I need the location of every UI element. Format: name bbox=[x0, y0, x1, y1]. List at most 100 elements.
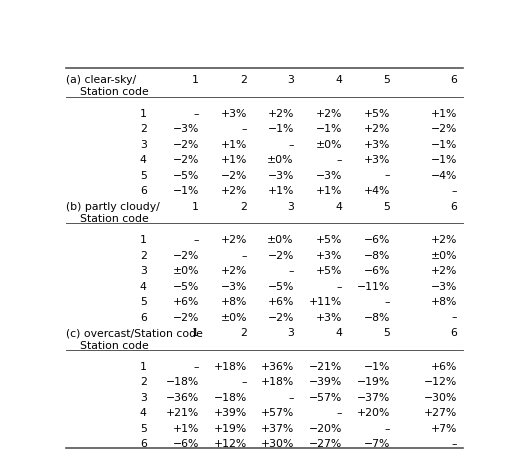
Text: +1%: +1% bbox=[315, 186, 342, 196]
Text: 1: 1 bbox=[140, 109, 147, 119]
Text: +20%: +20% bbox=[357, 408, 390, 418]
Text: −37%: −37% bbox=[357, 393, 390, 403]
Text: 1: 1 bbox=[192, 202, 199, 212]
Text: 1: 1 bbox=[140, 236, 147, 245]
Text: ±0%: ±0% bbox=[267, 236, 294, 245]
Text: +1%: +1% bbox=[267, 186, 294, 196]
Text: 2: 2 bbox=[240, 75, 247, 85]
Text: −20%: −20% bbox=[309, 424, 342, 434]
Text: –: – bbox=[452, 313, 457, 323]
Text: –: – bbox=[288, 393, 294, 403]
Text: –: – bbox=[452, 439, 457, 449]
Text: +2%: +2% bbox=[431, 236, 457, 245]
Text: −12%: −12% bbox=[424, 378, 457, 387]
Text: 4: 4 bbox=[140, 282, 147, 292]
Text: –: – bbox=[241, 251, 247, 261]
Text: 2: 2 bbox=[240, 202, 247, 212]
Text: +3%: +3% bbox=[315, 313, 342, 323]
Text: −2%: −2% bbox=[173, 155, 199, 165]
Text: +2%: +2% bbox=[267, 109, 294, 119]
Text: +12%: +12% bbox=[214, 439, 247, 449]
Text: +2%: +2% bbox=[363, 124, 390, 134]
Text: +3%: +3% bbox=[221, 109, 247, 119]
Text: –: – bbox=[241, 378, 247, 387]
Text: +3%: +3% bbox=[363, 140, 390, 150]
Text: 4: 4 bbox=[335, 75, 342, 85]
Text: +30%: +30% bbox=[261, 439, 294, 449]
Text: +36%: +36% bbox=[261, 362, 294, 372]
Text: –: – bbox=[288, 140, 294, 150]
Text: –: – bbox=[193, 109, 199, 119]
Text: 3: 3 bbox=[140, 140, 147, 150]
Text: +2%: +2% bbox=[221, 266, 247, 276]
Text: 2: 2 bbox=[140, 251, 147, 261]
Text: +8%: +8% bbox=[431, 297, 457, 307]
Text: 6: 6 bbox=[140, 186, 147, 196]
Text: +21%: +21% bbox=[165, 408, 199, 418]
Text: –: – bbox=[193, 236, 199, 245]
Text: 5: 5 bbox=[383, 328, 390, 338]
Text: (c) overcast/Station code: (c) overcast/Station code bbox=[66, 328, 203, 338]
Text: 3: 3 bbox=[287, 202, 294, 212]
Text: −2%: −2% bbox=[173, 313, 199, 323]
Text: +1%: +1% bbox=[221, 140, 247, 150]
Text: 3: 3 bbox=[287, 328, 294, 338]
Text: −5%: −5% bbox=[267, 282, 294, 292]
Text: 1: 1 bbox=[192, 328, 199, 338]
Text: +27%: +27% bbox=[424, 408, 457, 418]
Text: (b) partly cloudy/: (b) partly cloudy/ bbox=[66, 202, 160, 212]
Text: ±0%: ±0% bbox=[315, 140, 342, 150]
Text: +18%: +18% bbox=[214, 362, 247, 372]
Text: −6%: −6% bbox=[173, 439, 199, 449]
Text: +2%: +2% bbox=[315, 109, 342, 119]
Text: +11%: +11% bbox=[309, 297, 342, 307]
Text: −18%: −18% bbox=[214, 393, 247, 403]
Text: 2: 2 bbox=[140, 378, 147, 387]
Text: 2: 2 bbox=[240, 328, 247, 338]
Text: +5%: +5% bbox=[363, 109, 390, 119]
Text: −6%: −6% bbox=[363, 266, 390, 276]
Text: –: – bbox=[385, 297, 390, 307]
Text: +18%: +18% bbox=[261, 378, 294, 387]
Text: −3%: −3% bbox=[431, 282, 457, 292]
Text: Station code: Station code bbox=[66, 341, 148, 351]
Text: −39%: −39% bbox=[309, 378, 342, 387]
Text: +1%: +1% bbox=[173, 424, 199, 434]
Text: –: – bbox=[241, 124, 247, 134]
Text: −1%: −1% bbox=[315, 124, 342, 134]
Text: –: – bbox=[385, 171, 390, 181]
Text: −3%: −3% bbox=[221, 282, 247, 292]
Text: +3%: +3% bbox=[315, 251, 342, 261]
Text: 6: 6 bbox=[450, 202, 457, 212]
Text: −3%: −3% bbox=[267, 171, 294, 181]
Text: −2%: −2% bbox=[431, 124, 457, 134]
Text: +1%: +1% bbox=[431, 109, 457, 119]
Text: 5: 5 bbox=[140, 171, 147, 181]
Text: ±0%: ±0% bbox=[220, 313, 247, 323]
Text: +39%: +39% bbox=[214, 408, 247, 418]
Text: −18%: −18% bbox=[165, 378, 199, 387]
Text: −27%: −27% bbox=[309, 439, 342, 449]
Text: 4: 4 bbox=[140, 408, 147, 418]
Text: −8%: −8% bbox=[363, 251, 390, 261]
Text: 5: 5 bbox=[140, 424, 147, 434]
Text: –: – bbox=[337, 155, 342, 165]
Text: –: – bbox=[385, 424, 390, 434]
Text: −1%: −1% bbox=[431, 155, 457, 165]
Text: 1: 1 bbox=[192, 75, 199, 85]
Text: +2%: +2% bbox=[431, 266, 457, 276]
Text: 5: 5 bbox=[383, 75, 390, 85]
Text: −11%: −11% bbox=[357, 282, 390, 292]
Text: −2%: −2% bbox=[173, 251, 199, 261]
Text: 1: 1 bbox=[140, 362, 147, 372]
Text: 3: 3 bbox=[287, 75, 294, 85]
Text: 6: 6 bbox=[450, 75, 457, 85]
Text: −1%: −1% bbox=[267, 124, 294, 134]
Text: +1%: +1% bbox=[221, 155, 247, 165]
Text: −1%: −1% bbox=[173, 186, 199, 196]
Text: +5%: +5% bbox=[315, 236, 342, 245]
Text: −5%: −5% bbox=[173, 171, 199, 181]
Text: +5%: +5% bbox=[315, 266, 342, 276]
Text: −2%: −2% bbox=[221, 171, 247, 181]
Text: (a) clear-sky/: (a) clear-sky/ bbox=[66, 75, 136, 85]
